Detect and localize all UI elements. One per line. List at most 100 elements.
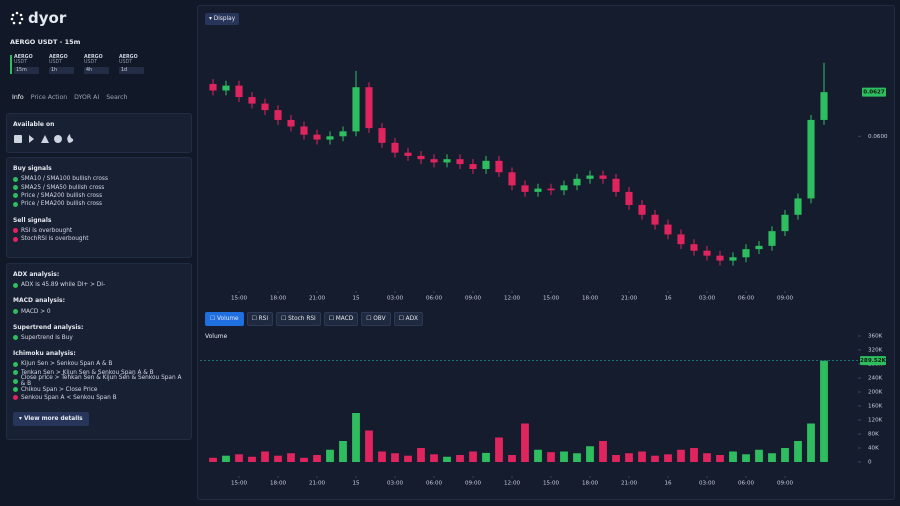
pair-title: AERGO USDT - 15m [10,38,81,46]
signal-item: RSI is overbought [13,227,185,235]
status-dot [13,228,18,234]
tf-interval: 15m [14,67,39,74]
timeframe[interactable]: AERGO USDT 15m [10,55,39,74]
indicator-toggle[interactable]: ☐ Stoch RSI [276,312,321,326]
spacer [13,316,185,324]
status-dot [13,185,18,191]
display-button[interactable]: ▾ Display [205,13,240,25]
status-dot [13,176,18,182]
signal-item: Senkou Span A < Senkou Span B [13,394,185,402]
tf-interval: 4h [84,67,109,74]
signal-item: ADX is 45.89 while DI+ > DI- [13,281,185,289]
status-dot [13,201,18,207]
signal-text: Price / EMA200 bullish cross [21,201,103,208]
signal-item: Chikou Span > Close Price [13,385,185,393]
tab[interactable]: DYOR AI [74,94,100,101]
status-dot [13,378,18,384]
tabs: Info Price Action DYOR AI Search [12,94,128,101]
spacer [13,289,185,297]
view-more-button[interactable]: ▾ View more details [13,412,89,427]
signal-text: Chikou Span > Close Price [21,386,98,393]
indicator-name: OBV [373,316,386,322]
section-title: Ichimoku analysis: [13,350,76,358]
status-dot [13,193,18,199]
status-dot [13,282,18,288]
timeframe[interactable]: AERGO USDT 1d [117,55,144,74]
tf-quote: USDT [14,60,28,65]
tf-pair: AERGO [119,55,138,60]
signal-item: StochRSI is overbought [13,235,185,243]
indicator-name: Stoch RSI [288,316,316,322]
section-title: MACD analysis: [13,297,66,305]
signal-text: Senkou Span A < Senkou Span B [21,394,117,401]
signal-item: Kijun Sen > Senkou Span A & B [13,360,185,368]
section-title: Supertrend analysis: [13,323,84,331]
tab[interactable]: Search [106,94,128,101]
signal-item: Close price > Tenkan Sen & Kijun Sen & S… [13,375,185,388]
indicator-toggles: ☐ Volume ☐ RSI ☐ Stoch RSI ☐ MACD ☐ OBV ☐ ADX [205,312,424,326]
signal-text: Price / SMA200 bullish cross [21,192,103,199]
logo-icon [10,11,24,25]
tab[interactable]: Info [12,94,24,101]
indicator-name: MACD [335,316,354,322]
tf-quote: USDT [49,60,63,65]
signal-item: Price / EMA200 bullish cross [13,200,185,208]
signal-item: SMA10 / SMA100 bullish cross [13,175,185,183]
signal-text: Close price > Tenkan Sen & Kijun Sen & S… [20,375,182,388]
signal-item: Price / SMA200 bullish cross [13,192,185,200]
status-dot [13,236,18,242]
signal-item: Tenkan Sen > Kijun Sen & Senkou Span A &… [13,369,185,377]
signal-text: RSI is overbought [21,227,73,234]
logo-text: dyor [28,9,67,27]
tf-interval: 1d [119,67,144,74]
display-label: Display [213,16,236,22]
volume-label: Volume [205,333,228,340]
tf-interval: 1h [49,67,74,74]
timeframe[interactable]: AERGO USDT 4h [82,55,109,74]
indicator-toggle[interactable]: ☐ ADX [393,312,424,326]
section-title: Sell signals [13,216,52,224]
status-dot [13,370,18,376]
status-dot [13,395,18,401]
panel-title: Available on [13,121,55,128]
indicator-name: RSI [258,316,269,322]
sidebar: dyor AERGO USDT - 15m AERGO USDT 15m AERGO U… [0,0,196,506]
tf-quote: USDT [84,60,98,65]
signal-text: StochRSI is overbought [21,236,89,243]
tf-pair: AERGO [49,55,68,60]
status-dot [13,309,18,315]
indicator-name: Volume [217,316,239,322]
section-title: Buy signals [13,165,52,172]
signals-panel: Buy signals SMA10 / SMA100 bullish cross S… [6,157,192,258]
section-title: ADX analysis: [13,271,60,278]
status-dot [13,387,18,393]
signal-text: SMA25 / SMA50 bullish cross [21,184,105,191]
tf-quote: USDT [119,60,133,65]
signal-item: MACD > 0 [13,307,185,315]
signal-text: MACD > 0 [21,308,51,315]
tab[interactable]: Price Action [30,94,68,101]
tf-pair: AERGO [84,55,103,60]
analysis-panel: ADX analysis: ADX is 45.89 while DI+ > DI… [6,263,192,440]
indicator-toggle[interactable]: ☐ RSI [246,312,274,326]
status-dot [13,361,18,367]
signal-text: SMA10 / SMA100 bullish cross [21,176,108,183]
tf-pair: AERGO [14,55,33,60]
status-dot [13,335,18,341]
signal-text: Supertrend is Buy [21,334,73,341]
indicator-toggle[interactable]: ☐ Volume [205,312,244,326]
signal-text: Tenkan Sen > Kijun Sen & Senkou Span A &… [21,369,154,376]
indicator-name: ADX [405,316,419,322]
timeframe[interactable]: AERGO USDT 1h [47,55,74,74]
indicator-toggle[interactable]: ☐ OBV [361,312,391,326]
signal-text: ADX is 45.89 while DI+ > DI- [21,282,106,289]
signal-item: SMA25 / SMA50 bullish cross [13,183,185,191]
logo[interactable]: dyor [10,9,66,27]
view-more-label: View more details [23,416,83,423]
signal-text: Kijun Sen > Senkou Span A & B [21,361,113,368]
indicator-toggle[interactable]: ☐ MACD [323,312,359,326]
signal-item: Supertrend is Buy [13,334,185,342]
available-panel: Available on [6,113,192,153]
timeframes: AERGO USDT 15m AERGO USDT 1h AERGO USDT 4h AERGO U… [10,55,144,74]
